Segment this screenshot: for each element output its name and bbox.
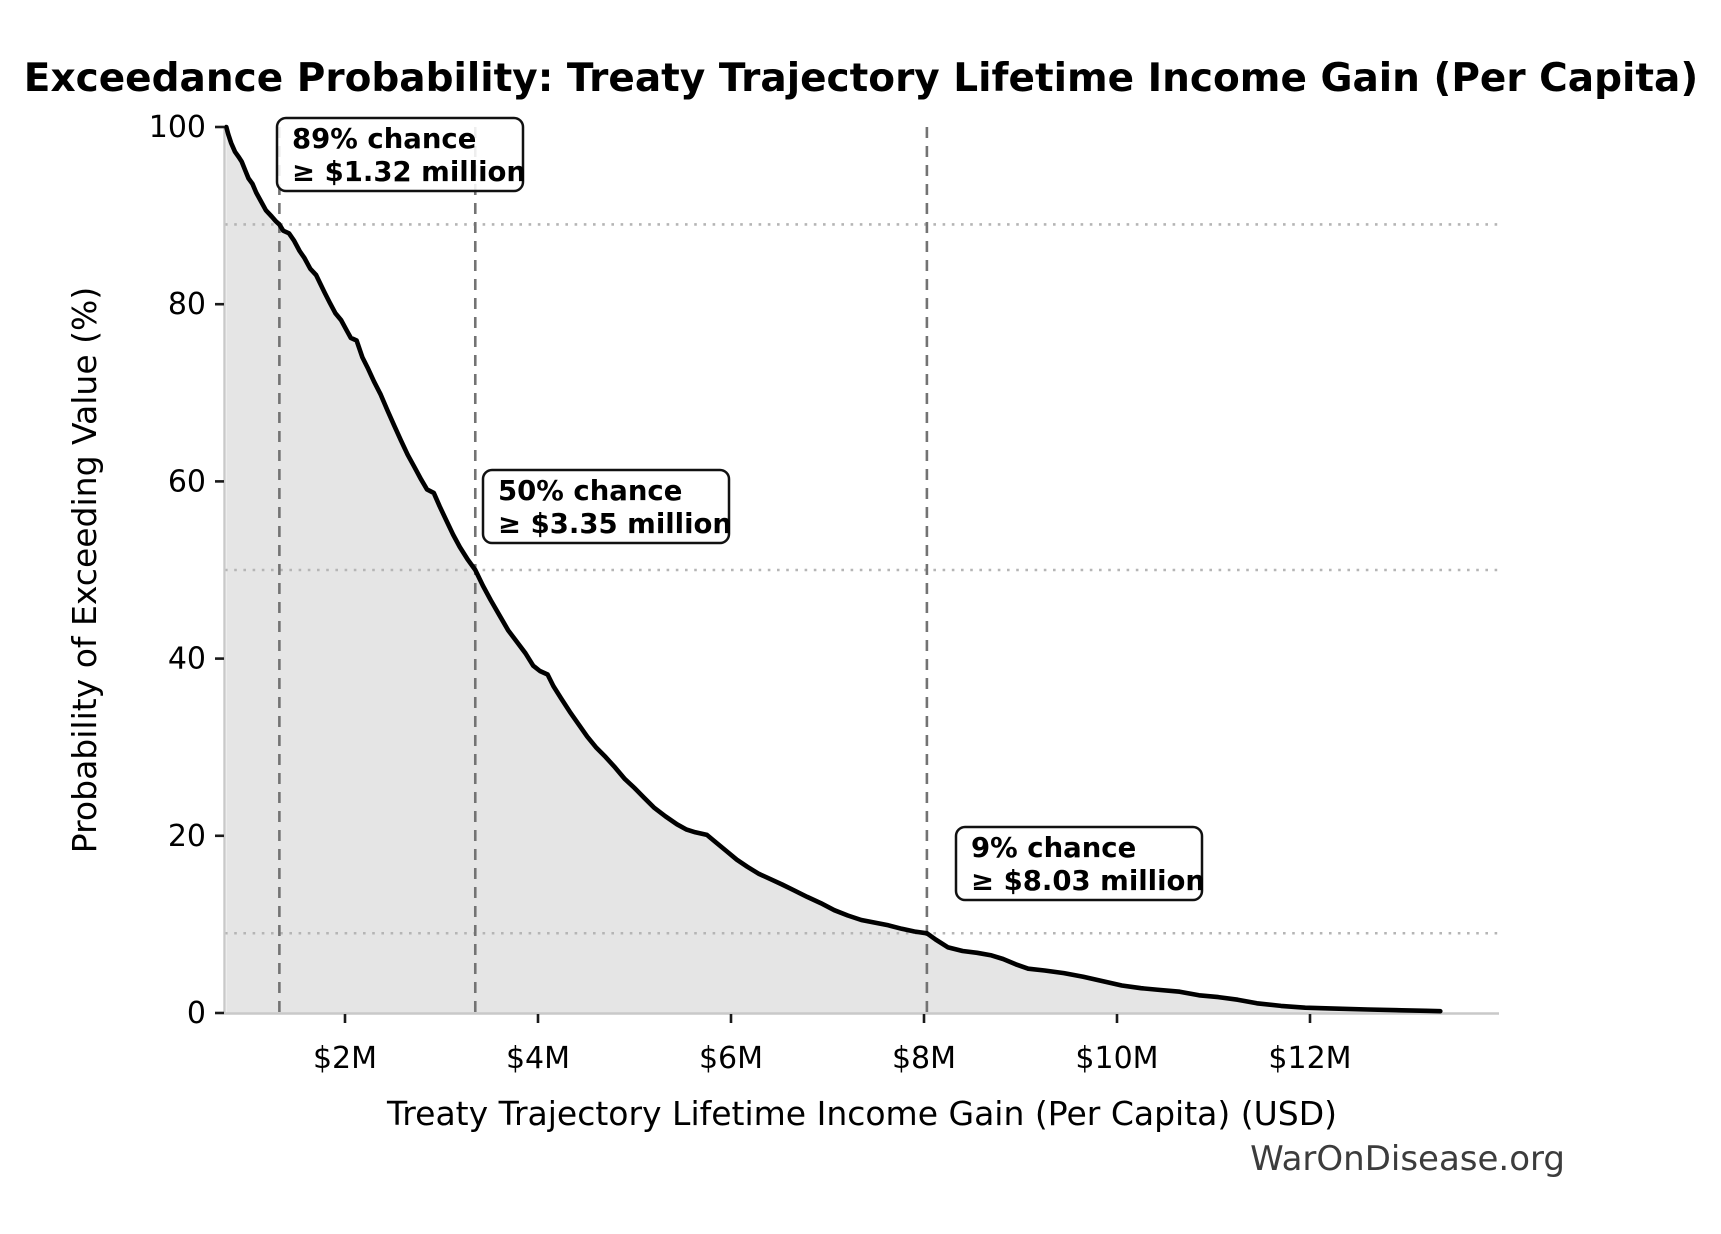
y-tick-label: 80 [168, 287, 206, 322]
annotation-threshold-label: ≥ $1.32 million [292, 156, 526, 188]
y-tick-label: 20 [168, 819, 206, 854]
y-tick-label: 0 [187, 996, 206, 1031]
annotation-chance-label: 89% chance [292, 123, 476, 155]
y-tick-label: 60 [168, 464, 206, 499]
y-axis-label: Probability of Exceeding Value (%) [65, 287, 104, 853]
annotation-box [481, 468, 731, 545]
y-tick-label: 40 [168, 642, 206, 677]
y-tick-label: 100 [149, 110, 206, 145]
curve-fill-area [226, 127, 1441, 1013]
annotation-chance-label: 9% chance [971, 832, 1136, 864]
chart-title: Exceedance Probability: Treaty Trajector… [24, 56, 1698, 101]
x-tick-label: $8M [892, 1041, 956, 1076]
annotation-89-percent: 89% chance ≥ $1.32 million [275, 116, 526, 193]
x-axis-label: Treaty Trajectory Lifetime Income Gain (… [386, 1094, 1337, 1133]
annotation-threshold-label: ≥ $8.03 million [971, 865, 1205, 897]
x-tick-label: $6M [699, 1041, 763, 1076]
x-tick-label: $2M [313, 1041, 377, 1076]
probability-reference-lines [225, 223, 1499, 935]
exceedance-curve [224, 124, 1443, 1014]
x-tick-label: $12M [1268, 1041, 1351, 1076]
x-axis-ticks: $2M $4M $6M $8M $10M $12M [313, 1014, 1352, 1076]
annotation-50-percent: 50% chance ≥ $3.35 million [481, 468, 732, 545]
annotation-chance-label: 50% chance [498, 475, 682, 507]
annotation-threshold-label: ≥ $3.35 million [498, 508, 732, 540]
watermark: WarOnDisease.org [1250, 1139, 1565, 1179]
x-tick-label: $10M [1075, 1041, 1158, 1076]
annotation-box [954, 825, 1204, 902]
annotation-9-percent: 9% chance ≥ $8.03 million [954, 825, 1205, 902]
y-axis-ticks: 0 20 40 60 80 100 [149, 110, 224, 1031]
x-tick-label: $4M [506, 1041, 570, 1076]
annotation-box [275, 116, 525, 193]
